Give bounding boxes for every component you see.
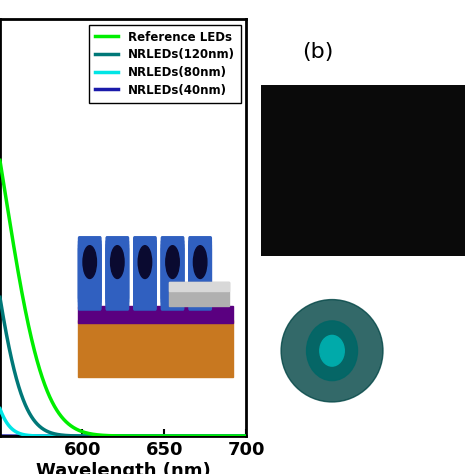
Ellipse shape [281,300,383,402]
Ellipse shape [307,321,357,381]
X-axis label: Wavelength (nm): Wavelength (nm) [36,462,210,474]
Text: (b): (b) [302,42,334,62]
Legend: Reference LEDs, NRLEDs(120nm), NRLEDs(80nm), NRLEDs(40nm): Reference LEDs, NRLEDs(120nm), NRLEDs(80… [89,25,241,103]
Ellipse shape [320,336,344,366]
